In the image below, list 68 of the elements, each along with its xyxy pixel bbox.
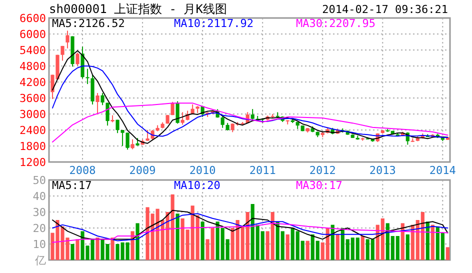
candlestick [86,68,90,85]
bar [430,224,434,260]
candlestick [250,108,254,122]
y-tick-label: 2400 [20,124,46,137]
text: MA5:17 [52,179,92,192]
y-tick-label: 3600 [20,92,46,105]
text: MA30:2207.95 [296,17,376,30]
line-series [52,50,448,144]
candlestick [66,30,70,49]
bar [76,239,80,260]
text: MA10:20 [174,179,220,192]
x-tick-label: 2011 [249,164,276,177]
text: MA5:2126.52 [52,17,125,30]
bar [446,247,450,260]
candlestick [80,46,84,80]
candlestick [76,52,80,66]
y-tick-label: 40 [32,190,46,203]
y-tick-label: 4200 [20,76,46,89]
candlestick [90,74,94,105]
y-tick-label: 30 [32,206,46,219]
y-tick-label: 5400 [20,44,46,57]
candlestick [180,112,184,126]
bar [306,240,310,260]
x-tick-label: 2012 [309,164,336,177]
y-tick-label: 3000 [20,108,46,121]
text: MA10:2117.92 [174,17,254,30]
y-tick-label: 6000 [20,28,46,41]
bar [200,222,204,260]
candlestick [60,45,64,62]
bar [136,223,140,260]
bar [176,214,180,260]
bar [360,236,364,260]
candlestick [170,101,174,116]
bar [130,231,134,260]
y-tick-label: 20 [32,222,46,235]
bar [110,238,114,260]
bar [406,234,410,260]
y-tick-label: 6600 [20,12,46,25]
y-tick-label: 1800 [20,140,46,153]
line-series [52,102,448,142]
candlestick [96,92,100,115]
candlestick [116,119,120,134]
line-series [52,222,448,243]
bar [286,234,290,260]
y-tick-label: 50 [32,174,46,187]
bar [336,234,340,260]
x-tick-label: 2009 [129,164,156,177]
y-tick-label: 1200 [20,156,46,169]
candlestick [220,116,224,128]
bar [426,222,430,260]
y-tick-label: 10 [32,238,46,251]
candlestick [100,92,104,106]
text: MA30:17 [296,179,342,192]
bar [400,223,404,260]
candlestick [130,138,134,150]
bar [96,238,100,260]
candlestick [106,102,110,126]
x-tick-label: 2010 [189,164,216,177]
y-tick-label: 4800 [20,60,46,73]
candlestick [176,100,180,124]
bar [70,244,74,260]
y-tick-label: 亿 [34,254,46,267]
x-tick-label: 2013 [369,164,396,177]
chart-title: sh000001 上证指数 - 月K线图 [49,2,227,16]
x-tick-label: 2008 [69,164,96,177]
chart-subtitle: 2014-02-17 09:36:21 [322,3,448,16]
x-tick-label: 2014 [429,164,456,177]
candlestick [146,129,150,142]
